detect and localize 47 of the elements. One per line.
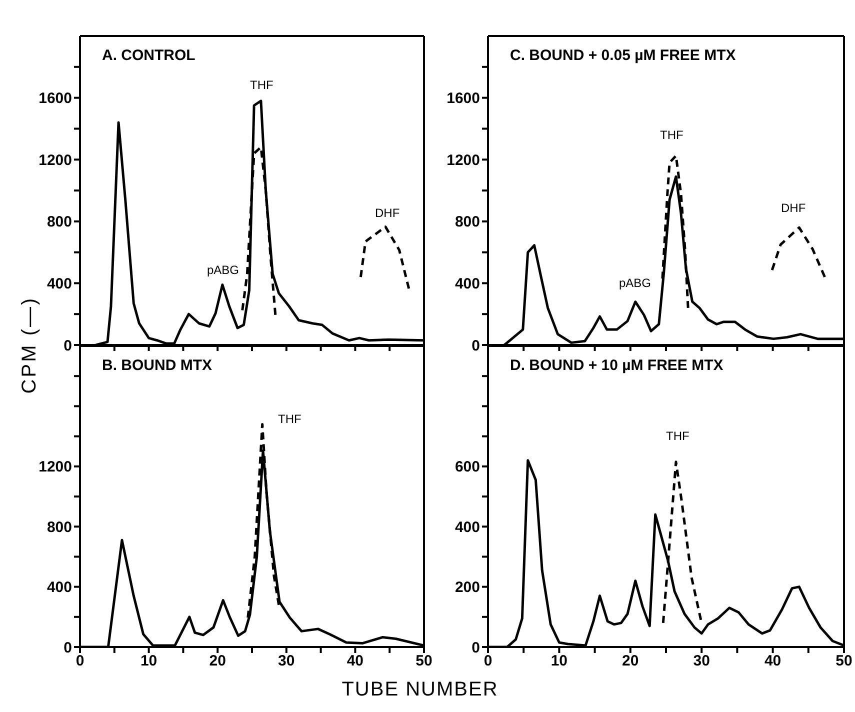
y-tick-label: 0 bbox=[472, 639, 480, 656]
x-tick-label: 40 bbox=[764, 652, 782, 670]
annotation: THF bbox=[250, 78, 274, 92]
x-tick-label: 40 bbox=[346, 652, 364, 670]
annotation: pABG bbox=[207, 263, 240, 277]
x-axis-title: TUBE NUMBER bbox=[342, 678, 498, 702]
y-tick-label: 400 bbox=[454, 518, 480, 536]
y-tick-label: 0 bbox=[64, 337, 72, 354]
y-tick-label: 400 bbox=[46, 276, 72, 293]
x-tick-label: 20 bbox=[622, 652, 639, 670]
x-tick-label: 30 bbox=[693, 652, 710, 670]
y-tick-label: 1200 bbox=[38, 152, 72, 169]
x-tick-label: 30 bbox=[278, 652, 295, 670]
y-tick-label: 400 bbox=[454, 276, 480, 293]
x-tick-label: 10 bbox=[140, 652, 158, 670]
y-tick-label: 0 bbox=[64, 639, 72, 656]
y-tick-label: 1600 bbox=[38, 90, 72, 108]
text: C. BOUND + 0.05 µM FREE MTX bbox=[510, 47, 736, 64]
y-tick-label: 400 bbox=[46, 579, 72, 596]
y-tick-label: 1200 bbox=[38, 458, 72, 476]
x-tick-label: 10 bbox=[550, 652, 568, 670]
y-tick-label: 800 bbox=[46, 518, 72, 536]
x-tick-label: 50 bbox=[836, 652, 852, 670]
text: D. BOUND + 10 µM FREE MTX bbox=[510, 357, 724, 374]
x-tick-label: 50 bbox=[416, 652, 432, 670]
annotation: DHF bbox=[375, 206, 400, 220]
y-tick-label: 800 bbox=[46, 214, 72, 231]
annotation: THF bbox=[278, 412, 302, 426]
text: A. CONTROL bbox=[102, 47, 196, 64]
annotation: THF bbox=[666, 429, 690, 443]
text: B. BOUND MTX bbox=[102, 357, 212, 374]
y-tick-label: 0 bbox=[472, 337, 480, 354]
annotation: DHF bbox=[781, 201, 806, 215]
x-tick-label: 20 bbox=[209, 652, 226, 670]
y-tick-label: 200 bbox=[454, 579, 480, 596]
y-tick-label: 800 bbox=[454, 214, 480, 231]
line-series bbox=[241, 146, 277, 316]
y-tick-label: 1200 bbox=[446, 152, 480, 169]
y-tick-label: 1600 bbox=[446, 90, 480, 108]
x-tick-label: 0 bbox=[484, 652, 492, 670]
y-axis-title: CPM (—) bbox=[18, 296, 42, 394]
y-tick-label: 600 bbox=[454, 458, 480, 476]
line-series bbox=[359, 226, 410, 290]
annotation: THF bbox=[660, 128, 684, 142]
annotation: pABG bbox=[619, 276, 652, 290]
x-tick-label: 0 bbox=[76, 652, 84, 670]
line-series bbox=[770, 226, 826, 278]
